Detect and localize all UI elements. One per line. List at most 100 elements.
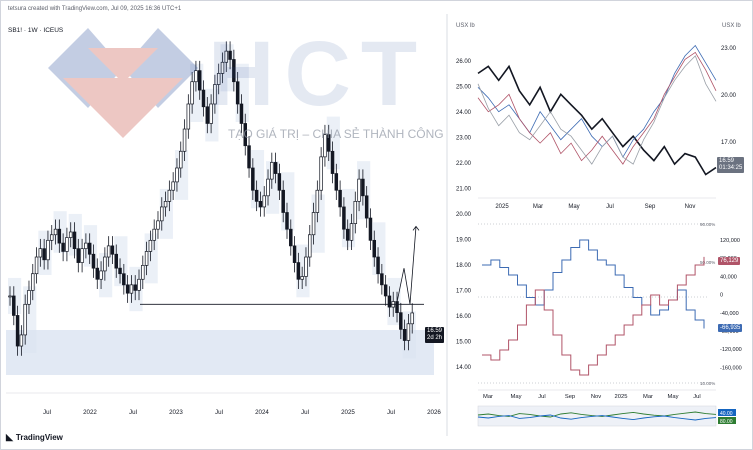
candle-body: [308, 234, 312, 258]
top-x-tick-label: 2025: [495, 204, 509, 210]
cot-y-tick-label: -40,000: [720, 311, 739, 317]
candle-body: [163, 201, 168, 208]
cot-x-tick-label: Mar: [643, 394, 653, 400]
candle-body: [141, 265, 145, 280]
tradingview-brand[interactable]: ◣ TradingView: [6, 432, 63, 443]
right-y-tick-label: 23.00: [721, 46, 737, 52]
candle-body: [399, 312, 403, 330]
projection-path: [395, 226, 417, 308]
created-by-text: tetsura created with TradingView.com, Ju…: [8, 6, 182, 12]
candle-body: [213, 84, 217, 105]
top-x-tick-label: Nov: [685, 204, 696, 210]
candle-body: [289, 228, 293, 247]
candle-body: [133, 284, 137, 291]
candle-body: [175, 167, 179, 183]
candle-body: [87, 242, 92, 255]
candle-body: [296, 262, 301, 280]
candle-body: [171, 181, 175, 191]
volatility-box: [235, 63, 249, 122]
cot-y-tick-label: -160,000: [720, 365, 742, 371]
cot-line-0: [482, 239, 705, 329]
cot-x-tick-label: 2025: [615, 394, 628, 400]
candle-body: [315, 189, 320, 213]
candle-body: [57, 228, 62, 244]
projection-arrow-icon: [412, 225, 420, 231]
candle-body: [84, 242, 88, 250]
right-unit-label: USX lb: [722, 23, 741, 29]
top-x-tick-label: Mar: [533, 204, 543, 210]
candle-body: [357, 178, 361, 202]
candle-body: [122, 273, 126, 286]
candle-body: [262, 195, 266, 208]
candle-body: [323, 134, 327, 158]
tradingview-brand-label: TradingView: [15, 433, 63, 442]
candle-body: [345, 228, 350, 241]
candle-body: [292, 245, 297, 263]
candle-body: [42, 248, 46, 261]
x-tick-label: Jul: [43, 409, 51, 416]
cot-x-tick-label: May: [668, 394, 679, 400]
candle-body: [12, 295, 16, 316]
left-y-tick-label: 17.00: [456, 289, 472, 295]
level-label: 10.00%: [700, 381, 715, 386]
right-current-tag: 16.59 01:34:25: [717, 157, 745, 173]
candle-body: [410, 312, 414, 325]
candle-body: [209, 103, 213, 124]
candle-body: [190, 81, 194, 105]
left-y-tick-label: 16.00: [456, 314, 472, 320]
tradingview-logo-icon: ◣: [6, 432, 13, 442]
oscillator-value-badge: [718, 417, 736, 424]
right-y-tick-label: 20.00: [721, 93, 737, 99]
candle-body: [194, 70, 198, 83]
x-tick-label: Jul: [387, 409, 395, 416]
symbol-label[interactable]: SB1! · 1W · ICEUS: [8, 27, 64, 34]
x-tick-label: Jul: [301, 409, 309, 416]
candle-body: [254, 189, 259, 202]
candle-body: [361, 178, 365, 197]
cot-y-tick-label: 40,000: [720, 274, 737, 280]
left-unit-label: USX lb: [456, 23, 475, 29]
candle-body: [137, 278, 141, 291]
candle-body: [156, 220, 160, 230]
candle-body: [76, 248, 81, 263]
candle-body: [197, 70, 202, 91]
cot-y-tick-label: -80,000: [720, 329, 739, 335]
candle-body: [270, 162, 274, 180]
candle-body: [201, 89, 206, 108]
oscillator-line-1: [477, 414, 717, 421]
top-x-tick-label: Sep: [645, 204, 656, 210]
candle-body: [152, 228, 156, 241]
candle-body: [80, 248, 84, 263]
candle-body: [205, 106, 210, 124]
x-tick-label: 2022: [83, 409, 97, 416]
top-x-tick-label: Jul: [606, 204, 614, 210]
seasonal-line-2: [477, 51, 717, 165]
candle-body: [281, 189, 285, 213]
candle-body: [65, 237, 69, 252]
candle-body: [277, 173, 282, 191]
candle-body: [228, 50, 232, 60]
candle-body: [319, 156, 323, 191]
candle-body: [304, 256, 308, 277]
current-price-tag: 16.59 2d 2h: [425, 327, 445, 343]
left-y-tick-label: 25.00: [456, 85, 472, 91]
candle-body: [114, 253, 118, 269]
seasonal-line-3: [477, 55, 717, 165]
level-label: 50.00%: [700, 260, 715, 265]
candle-body: [49, 234, 54, 241]
volatility-box: [281, 172, 295, 231]
seasonal-line-0: [477, 64, 717, 176]
candle-body: [61, 242, 65, 252]
x-tick-label: 2024: [255, 409, 269, 416]
candle-body: [372, 239, 377, 258]
candle-body: [27, 290, 31, 305]
top-x-tick-label: May: [568, 204, 579, 210]
candle-body: [330, 150, 335, 174]
left-y-tick-label: 22.00: [456, 161, 472, 167]
left-y-tick-label: 24.00: [456, 110, 472, 116]
oscillator-value-badge: [718, 409, 736, 416]
oscillator-y-tick-label: 80.00: [720, 419, 733, 425]
candle-body: [144, 251, 149, 266]
